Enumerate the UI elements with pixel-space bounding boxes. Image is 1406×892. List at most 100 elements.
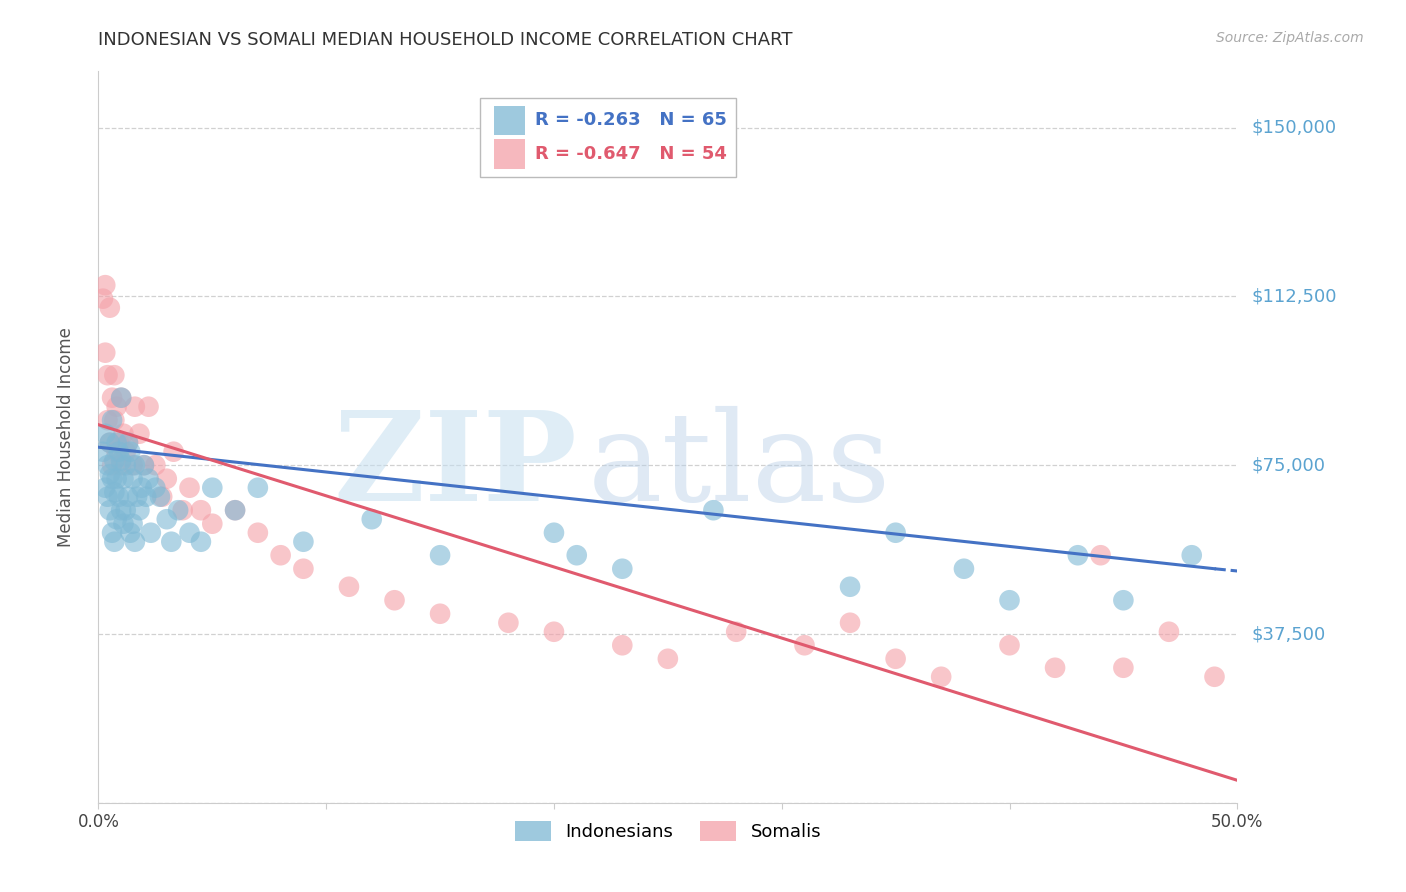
Point bbox=[429, 607, 451, 621]
Point bbox=[110, 391, 132, 405]
Point bbox=[360, 512, 382, 526]
Text: ZIP: ZIP bbox=[333, 406, 576, 527]
Text: INDONESIAN VS SOMALI MEDIAN HOUSEHOLD INCOME CORRELATION CHART: INDONESIAN VS SOMALI MEDIAN HOUSEHOLD IN… bbox=[98, 31, 793, 49]
Point bbox=[105, 400, 128, 414]
Point bbox=[138, 400, 160, 414]
Point bbox=[101, 413, 124, 427]
Point bbox=[998, 638, 1021, 652]
Point bbox=[498, 615, 520, 630]
Text: atlas: atlas bbox=[588, 406, 891, 527]
Point bbox=[103, 413, 125, 427]
Point bbox=[337, 580, 360, 594]
Point bbox=[91, 444, 114, 458]
Point bbox=[94, 426, 117, 441]
Point bbox=[121, 516, 143, 531]
Point bbox=[160, 534, 183, 549]
Point bbox=[108, 444, 131, 458]
Point bbox=[1043, 661, 1066, 675]
Point bbox=[103, 453, 125, 467]
FancyBboxPatch shape bbox=[494, 139, 526, 169]
Point bbox=[150, 490, 173, 504]
Point bbox=[110, 391, 132, 405]
Point bbox=[132, 458, 155, 473]
Point bbox=[124, 458, 146, 473]
Point bbox=[98, 467, 121, 482]
Point bbox=[292, 534, 315, 549]
Point bbox=[139, 525, 162, 540]
Point bbox=[121, 458, 143, 473]
Point bbox=[117, 490, 139, 504]
Point bbox=[156, 512, 179, 526]
Point bbox=[1112, 661, 1135, 675]
Point bbox=[94, 481, 117, 495]
Point bbox=[98, 435, 121, 450]
Point bbox=[105, 444, 128, 458]
Point bbox=[114, 444, 136, 458]
Point bbox=[94, 278, 117, 293]
Point bbox=[201, 516, 224, 531]
Point bbox=[292, 562, 315, 576]
Point bbox=[167, 503, 190, 517]
Point bbox=[179, 525, 201, 540]
Point bbox=[108, 490, 131, 504]
Point bbox=[110, 453, 132, 467]
Point bbox=[96, 413, 118, 427]
Point bbox=[96, 368, 118, 383]
Point bbox=[124, 400, 146, 414]
Point bbox=[543, 525, 565, 540]
Point bbox=[105, 512, 128, 526]
Point bbox=[839, 580, 862, 594]
Point bbox=[110, 503, 132, 517]
Point bbox=[565, 548, 588, 562]
Point bbox=[1204, 670, 1226, 684]
Point bbox=[1181, 548, 1204, 562]
Point bbox=[543, 624, 565, 639]
Point bbox=[120, 444, 142, 458]
Point bbox=[1090, 548, 1112, 562]
Point bbox=[145, 481, 167, 495]
Text: $75,000: $75,000 bbox=[1251, 456, 1326, 475]
Point bbox=[190, 503, 212, 517]
Point bbox=[120, 525, 142, 540]
Point bbox=[96, 458, 118, 473]
Point bbox=[127, 490, 149, 504]
Point bbox=[94, 345, 117, 359]
Point bbox=[270, 548, 292, 562]
Point bbox=[117, 435, 139, 450]
Point bbox=[612, 562, 634, 576]
Point bbox=[246, 525, 269, 540]
Point bbox=[1112, 593, 1135, 607]
Point bbox=[145, 458, 167, 473]
Point bbox=[112, 516, 135, 531]
Point bbox=[105, 435, 128, 450]
Point bbox=[953, 562, 976, 576]
Point bbox=[112, 472, 135, 486]
Point bbox=[149, 490, 172, 504]
Point bbox=[224, 503, 246, 517]
Point bbox=[131, 481, 153, 495]
Point bbox=[101, 458, 124, 473]
Point bbox=[114, 458, 136, 473]
Text: Source: ZipAtlas.com: Source: ZipAtlas.com bbox=[1216, 31, 1364, 45]
Point bbox=[224, 503, 246, 517]
Point bbox=[96, 490, 118, 504]
Point bbox=[384, 593, 406, 607]
Point bbox=[112, 426, 135, 441]
Point bbox=[98, 503, 121, 517]
Point bbox=[839, 615, 862, 630]
Point bbox=[1157, 624, 1180, 639]
Point bbox=[101, 391, 124, 405]
Point bbox=[612, 638, 634, 652]
Point bbox=[657, 652, 679, 666]
Point bbox=[156, 472, 179, 486]
Point bbox=[998, 593, 1021, 607]
Point bbox=[201, 481, 224, 495]
Point bbox=[929, 670, 952, 684]
Point bbox=[124, 534, 146, 549]
Point bbox=[179, 481, 201, 495]
Point bbox=[103, 534, 125, 549]
Point bbox=[172, 503, 194, 517]
Point bbox=[190, 534, 212, 549]
Text: $37,500: $37,500 bbox=[1251, 625, 1326, 643]
Y-axis label: Median Household Income: Median Household Income bbox=[56, 327, 75, 547]
